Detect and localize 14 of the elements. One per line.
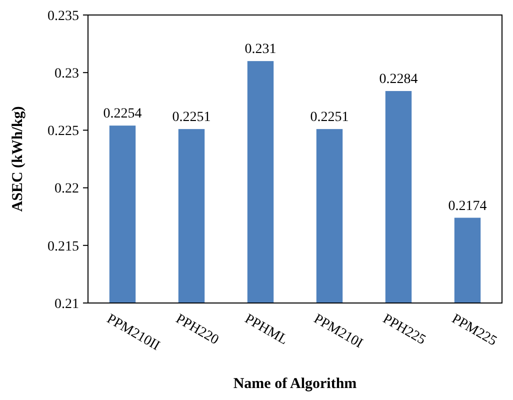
y-tick-label: 0.235 xyxy=(48,8,79,24)
data-label: 0.2284 xyxy=(379,72,418,88)
y-tick-label: 0.21 xyxy=(54,296,79,312)
data-label: 0.2251 xyxy=(172,110,211,126)
y-tick-label: 0.215 xyxy=(48,239,79,254)
y-tick-label: 0.225 xyxy=(48,124,79,140)
y-tick-label: 0.22 xyxy=(54,182,79,197)
data-label: 0.2251 xyxy=(310,110,349,126)
x-axis-title: Name of Algorithm xyxy=(233,376,358,392)
data-label: 0.2174 xyxy=(448,198,487,214)
data-label: 0.231 xyxy=(244,42,276,58)
data-label: 0.2254 xyxy=(103,106,142,122)
y-axis-title: ASEC (kWh/kg) xyxy=(10,106,26,212)
y-tick-label: 0.23 xyxy=(54,66,79,82)
